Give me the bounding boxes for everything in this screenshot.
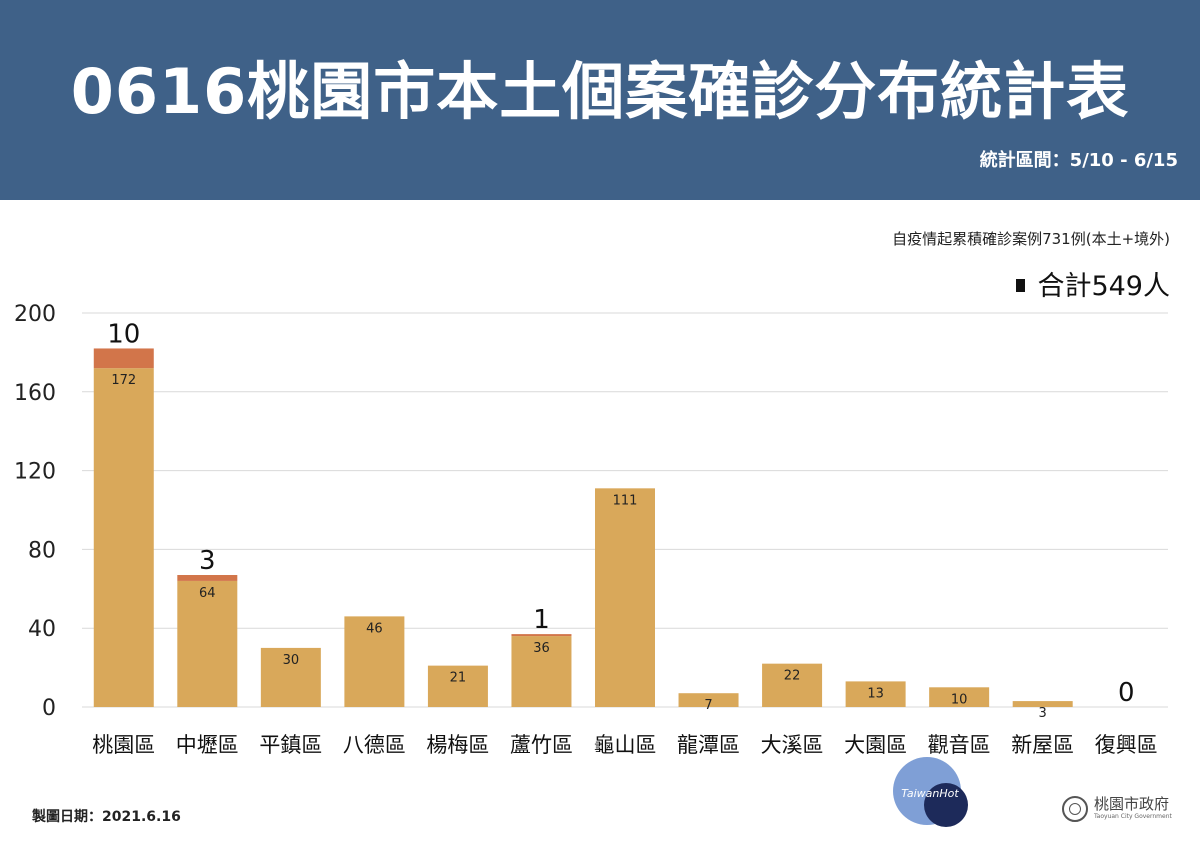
- bar-top-label: 10: [107, 319, 140, 349]
- y-tick-label: 160: [14, 381, 56, 406]
- bar-value-label: 30: [283, 653, 300, 668]
- bar-value-label: 46: [366, 621, 383, 636]
- y-tick-label: 200: [14, 302, 56, 327]
- bar-value-label: 21: [450, 671, 467, 686]
- watermark-badge-inner: [924, 783, 968, 827]
- watermark-text: TaiwanHot: [901, 787, 959, 800]
- bar-top-label: 3: [199, 546, 216, 576]
- x-category-label: 龍潭區: [677, 733, 740, 757]
- y-tick-label: 120: [14, 460, 56, 485]
- x-category-label: 楊梅區: [426, 733, 489, 757]
- government-logo: 桃園市政府 Taoyuan City Government: [1062, 796, 1172, 822]
- x-category-label: 龜山區: [594, 733, 657, 757]
- bar-top-label: 1: [533, 605, 550, 635]
- bar-value-label: 22: [784, 669, 801, 684]
- x-category-label: 大園區: [844, 733, 907, 757]
- bar-base: [344, 616, 405, 707]
- x-category-label: 新屋區: [1011, 733, 1074, 757]
- bar-value-label: 10: [951, 692, 968, 707]
- bar-base: [260, 647, 321, 707]
- logo-name: 桃園市政府: [1094, 795, 1170, 813]
- bar-base: [762, 663, 823, 707]
- bar-base: [511, 636, 572, 707]
- bar-base: [595, 488, 655, 707]
- x-category-label: 復興區: [1095, 733, 1158, 757]
- bar-value-label: 7: [704, 698, 712, 713]
- total-legend: 合計549人: [1016, 264, 1170, 303]
- bar-value-label: 111: [613, 493, 638, 508]
- bar-base: [929, 687, 990, 707]
- bar-base: [678, 693, 739, 707]
- y-tick-label: 80: [28, 538, 56, 563]
- x-category-label: 大溪區: [761, 733, 824, 757]
- bar-base: [177, 580, 238, 707]
- x-category-label: 八德區: [343, 733, 406, 757]
- total-label: 合計549人: [1037, 271, 1170, 302]
- x-category-label: 蘆竹區: [510, 733, 573, 757]
- y-tick-label: 40: [28, 617, 56, 642]
- statistics-period: 統計區間：5/10 - 6/15: [979, 150, 1178, 171]
- y-tick-label: 0: [42, 696, 56, 721]
- bar-added: [511, 634, 572, 637]
- x-category-label: 中壢區: [176, 733, 239, 757]
- chart-date: 製圖日期：2021.6.16: [32, 809, 181, 825]
- x-category-label: 觀音區: [928, 733, 991, 757]
- bar-base: [93, 368, 154, 707]
- x-category-label: 平鎮區: [259, 733, 322, 757]
- bar-value-label: 64: [199, 586, 216, 601]
- bar-added: [93, 348, 154, 369]
- logo-english-name: Taoyuan City Government: [1094, 813, 1172, 820]
- header-banner: 0616桃園市本土個案確診分布統計表 統計區間：5/10 - 6/15: [0, 0, 1200, 200]
- bar-value-label: 172: [111, 373, 136, 388]
- bar-base: [845, 681, 906, 707]
- bar-value-label: 36: [533, 641, 550, 656]
- bar-top-label: 0: [1118, 678, 1135, 708]
- x-category-label: 桃園區: [92, 733, 155, 757]
- bar-value-label: 13: [867, 686, 884, 701]
- legend-square-icon: [1016, 279, 1026, 292]
- city-seal-icon: [1062, 796, 1088, 822]
- page-title: 0616桃園市本土個案確診分布統計表: [70, 55, 1130, 128]
- bar-base: [427, 665, 488, 707]
- cumulative-note: 自疫情起累積確診案例731例(本土+境外): [892, 230, 1170, 248]
- bar-added: [177, 575, 238, 581]
- bar-base: [1012, 701, 1073, 707]
- bar-value-label: 3: [1039, 706, 1047, 721]
